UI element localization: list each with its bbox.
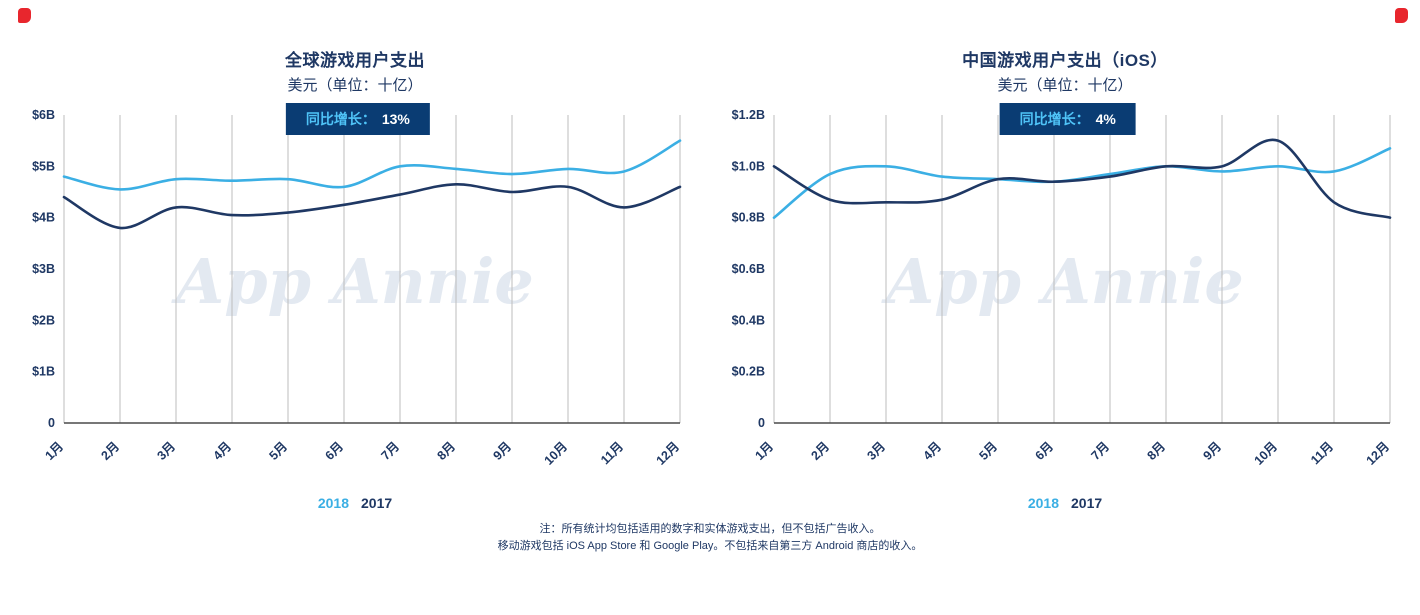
y-tick-label: $0.4B (732, 313, 765, 327)
y-tick-label: $6B (32, 108, 55, 122)
chart-subtitle-global: 美元（单位：十亿） (287, 77, 423, 94)
y-tick-label: $5B (32, 159, 55, 173)
yoy-growth-badge-china-ios: 同比增长： 4% (999, 103, 1136, 135)
x-tick-label: 3月 (864, 439, 888, 463)
chart-area-global: 同比增长： 13% App Annie 0 $1B $2B $3B $4B $5B $6B 1月… (10, 101, 700, 481)
yoy-badge-label: 同比增长： (1019, 111, 1090, 127)
red-corner-mark-left (18, 8, 31, 23)
x-tick-label: 2月 (98, 439, 122, 463)
x-tick-label: 10月 (1252, 439, 1281, 468)
x-tick-label: 6月 (1032, 439, 1056, 463)
y-tick-label: $1.0B (732, 159, 765, 173)
y-tick-label: $4B (32, 211, 55, 225)
yoy-badge-value: 13% (381, 111, 410, 127)
chart-area-china-ios: 同比增长： 4% App Annie 0 $0.2B $0.4B $0.6B $0.8B $… (720, 101, 1410, 481)
x-tick-label: 8月 (434, 439, 458, 463)
x-tick-label: 11月 (1308, 439, 1336, 467)
series-line-2017 (772, 138, 1392, 219)
y-tick-label: $1B (32, 365, 55, 379)
x-tick-label: 12月 (1364, 439, 1393, 468)
y-tick-label: $0.8B (732, 211, 765, 225)
yoy-badge-value: 4% (1095, 111, 1116, 127)
x-tick-label: 3月 (154, 439, 178, 463)
yoy-badge-label: 同比增长： (305, 111, 376, 127)
line-chart-china-ios: 0 $0.2B $0.4B $0.6B $0.8B $1.0B $1.2B 1月 2月 3月 4月 5… (732, 108, 1393, 468)
chart-panel-china-ios: 中国游戏用户支出（iOS） 美元（单位：十亿） 同比增长： 4% App Anni… (710, 46, 1420, 511)
red-corner-mark-right (1395, 8, 1408, 23)
x-tick-label: 1月 (42, 439, 66, 463)
legend-item-2018: 2018 (317, 495, 349, 511)
y-tick-label: $3B (32, 262, 55, 276)
legend-china-ios: 2018 2017 (1028, 495, 1102, 511)
x-tick-label: 12月 (654, 439, 683, 468)
x-tick-label: 11月 (598, 439, 626, 467)
x-tick-label: 10月 (542, 439, 571, 468)
legend-item-2017: 2017 (1071, 495, 1103, 511)
x-tick-label: 7月 (378, 439, 402, 463)
x-tick-label: 9月 (1200, 439, 1224, 463)
legend-item-2017: 2017 (361, 495, 393, 511)
x-tick-label: 8月 (1144, 439, 1168, 463)
series-line-2017 (62, 182, 682, 230)
x-tick-label: 9月 (490, 439, 514, 463)
yoy-growth-badge-global: 同比增长： 13% (285, 103, 430, 135)
x-tick-label: 2月 (808, 439, 832, 463)
series-line-2018 (62, 139, 682, 191)
y-tick-label: $2B (32, 313, 55, 327)
x-tick-label: 4月 (210, 439, 234, 463)
chart-subtitle-china-ios: 美元（单位：十亿） (997, 77, 1133, 94)
x-tick-label: 5月 (266, 439, 290, 463)
legend-item-2018: 2018 (1027, 495, 1059, 511)
y-tick-label: 0 (48, 416, 55, 430)
line-chart-global: 0 $1B $2B $3B $4B $5B $6B 1月 2月 3月 4月 5月 6月 7月 8月 9月 10月… (32, 108, 683, 468)
chart-title-global: 全球游戏用户支出 (285, 51, 425, 70)
footnote-line-2: 移动游戏包括 iOS App Store 和 Google Play。不包括来自… (497, 540, 923, 553)
x-tick-label: 5月 (976, 439, 1000, 463)
legend-global: 2018 2017 (318, 495, 392, 511)
x-tick-label: 1月 (752, 439, 776, 463)
chart-title-china-ios: 中国游戏用户支出（iOS） (962, 51, 1168, 70)
chart-panel-global: 全球游戏用户支出 美元（单位：十亿） 同比增长： 13% App Annie 0 $… (0, 46, 710, 511)
footnote: 注：所有统计均包括适用的数字和实体游戏支出，但不包括广告收入。 移动游戏包括 i… (0, 521, 1420, 555)
y-tick-label: $1.2B (732, 108, 765, 122)
x-tick-label: 6月 (322, 439, 346, 463)
y-tick-label: $0.2B (732, 365, 765, 379)
y-tick-label: $0.6B (732, 262, 765, 276)
footnote-line-1: 注：所有统计均包括适用的数字和实体游戏支出，但不包括广告收入。 (539, 523, 881, 535)
charts-row: 全球游戏用户支出 美元（单位：十亿） 同比增长： 13% App Annie 0 $… (0, 46, 1420, 511)
x-tick-label: 4月 (920, 439, 944, 463)
y-tick-label: 0 (758, 416, 765, 430)
x-tick-label: 7月 (1088, 439, 1112, 463)
